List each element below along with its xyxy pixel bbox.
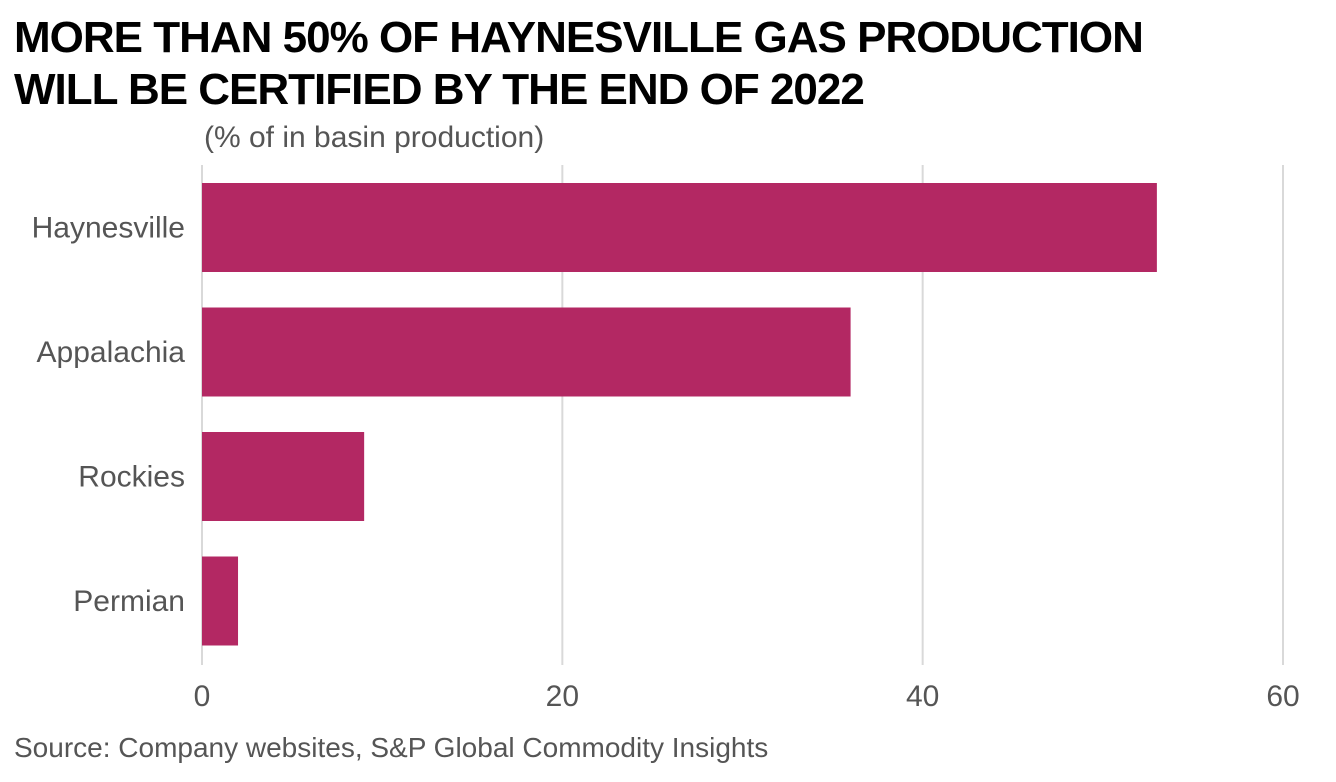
- x-tick-label: 60: [1266, 680, 1299, 713]
- bar-permian: [202, 556, 239, 646]
- category-label-permian: Permian: [73, 585, 185, 618]
- bar-appalachia: [202, 307, 851, 397]
- chart-source: Source: Company websites, S&P Global Com…: [14, 732, 769, 763]
- bars: [202, 183, 1157, 646]
- chart-title: More than 50% of Haynesville gas product…: [14, 13, 1144, 114]
- x-axis-tick-labels: 0 20 40 60: [194, 680, 1300, 713]
- x-tick-label: 20: [546, 680, 579, 713]
- category-label-haynesville: Haynesville: [32, 212, 185, 245]
- x-tick-label: 40: [906, 680, 939, 713]
- category-label-rockies: Rockies: [78, 461, 185, 494]
- category-label-appalachia: Appalachia: [37, 336, 186, 369]
- x-tick-label: 0: [194, 680, 211, 713]
- category-labels: Haynesville Appalachia Rockies Permian: [32, 212, 186, 619]
- bar-rockies: [202, 432, 365, 521]
- chart-subtitle: (% of in basin production): [204, 121, 545, 154]
- bar-haynesville: [202, 183, 1157, 272]
